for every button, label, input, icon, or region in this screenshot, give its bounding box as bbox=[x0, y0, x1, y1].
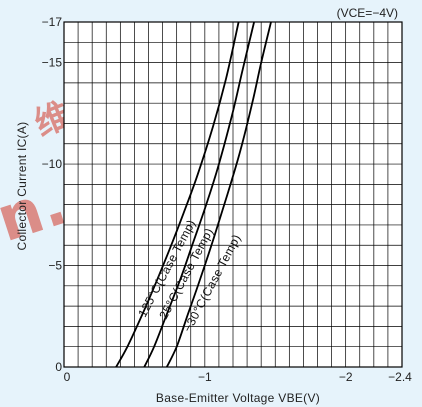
tick-labels: 0 −1 −2 −2.4 0 −5 −10 −15 −17 bbox=[42, 15, 413, 384]
y-tick-label: −5 bbox=[48, 259, 62, 273]
grid bbox=[64, 22, 402, 367]
y-tick-label: −17 bbox=[42, 15, 63, 29]
curve-25c bbox=[143, 21, 255, 368]
y-tick-label: −15 bbox=[42, 56, 63, 70]
x-tick-label: −2.4 bbox=[388, 370, 412, 384]
y-axis-title: Collector Current IC(A) bbox=[15, 122, 29, 251]
x-tick-label: −2 bbox=[339, 370, 353, 384]
x-tick-label: −1 bbox=[198, 370, 212, 384]
x-axis-title: Base-Emitter Voltage VBE(V) bbox=[156, 391, 320, 405]
condition-label: (VCE=−4V) bbox=[337, 6, 398, 20]
y-tick-label: 0 bbox=[55, 360, 62, 374]
curve-minus30c bbox=[165, 21, 272, 368]
curves bbox=[115, 21, 272, 368]
x-tick-label: 0 bbox=[64, 370, 71, 384]
curve-125c bbox=[115, 21, 240, 368]
plot-frame bbox=[63, 21, 403, 368]
y-tick-label: −10 bbox=[42, 157, 63, 171]
